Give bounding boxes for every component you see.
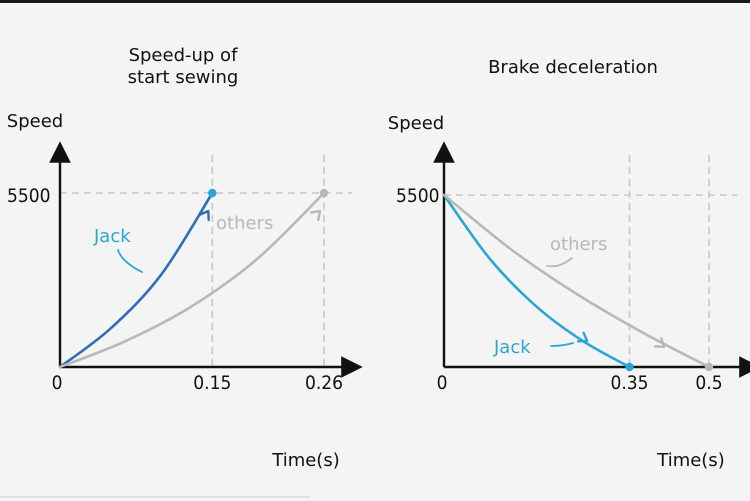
panel-2-label-jack-leader — [550, 342, 574, 347]
panel-1-x-axis-label: Time(s) — [271, 450, 339, 471]
panel-2-series-jack-endpoint — [625, 362, 634, 372]
panel-2-y-axis-label: Speed — [388, 113, 444, 134]
panel-2-series-jack-line — [442, 193, 631, 369]
panel-2-x-tick-1: 0.35 — [610, 372, 648, 394]
panel-1-series-jack-line — [58, 191, 214, 369]
panel-1-label-jack-leader — [117, 249, 143, 273]
panel-2-title: Brake deceleration — [488, 57, 658, 78]
panel-1-y-axis-label: Speed — [7, 111, 63, 132]
top-border — [0, 0, 750, 3]
bottom-scrollbar-hint — [0, 496, 310, 498]
panel-2-series-others-arrowhead — [653, 337, 666, 349]
panel-2-label-jack: Jack — [493, 337, 531, 358]
panel-1-y-tick-0: 5500 — [7, 185, 51, 207]
panel-1-series-others-arrowhead — [309, 209, 322, 222]
panel-2-label-others: others — [550, 234, 607, 255]
panel-2-series-others-endpoint — [704, 362, 714, 372]
panel-1-title: Speed-up of start sewing — [128, 45, 239, 88]
panel-2-label-others-leader — [546, 257, 573, 268]
panel-1-x-tick-1: 0.15 — [193, 372, 231, 394]
panel-1-x-tick-0: 0 — [52, 372, 63, 394]
panel-1-series-jack-endpoint — [208, 188, 217, 198]
panel-2-x-axis-label: Time(s) — [656, 450, 724, 471]
panel-1-title-line-1: Speed-up of — [129, 45, 238, 66]
panel-2-series-jack-arrowhead — [576, 331, 589, 343]
panel-2-series-others-line — [442, 193, 711, 369]
panel-2-x-tick-2: 0.5 — [695, 372, 722, 394]
panel-1-label-others: others — [216, 213, 273, 234]
panel-1-x-tick-2: 0.26 — [305, 372, 343, 394]
panel-1-title-line-2: start sewing — [128, 67, 239, 88]
panel-2-y-tick-0: 5500 — [396, 185, 440, 207]
panel-1-series-jack-arrowhead — [198, 209, 210, 222]
panel-1-series-others-line — [58, 191, 326, 369]
panel-1-label-jack: Jack — [93, 226, 131, 247]
panel-1-series-others-endpoint — [319, 188, 329, 198]
panel-2-x-tick-0: 0 — [437, 372, 448, 394]
